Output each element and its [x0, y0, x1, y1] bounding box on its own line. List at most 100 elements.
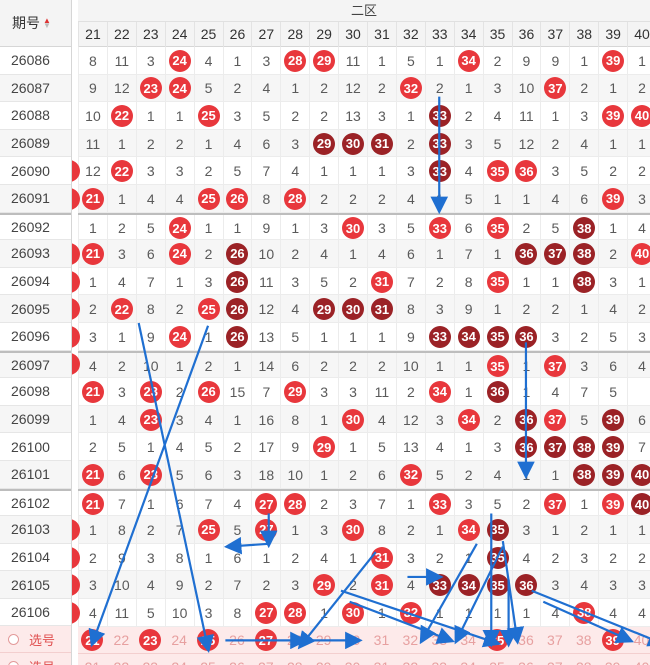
trend-cell: 21 — [78, 490, 107, 519]
number-ball: 36 — [515, 325, 538, 348]
period-header[interactable]: 期号 ▲ ▼ — [0, 0, 71, 47]
select-number-34[interactable]: 34 — [460, 632, 476, 649]
radio-icon[interactable] — [8, 660, 19, 665]
selected-ball[interactable]: 35 — [486, 629, 509, 652]
select-number-32[interactable]: 32 — [396, 654, 425, 665]
period-cell: 26090 — [0, 157, 71, 185]
select-number-40[interactable]: 40 — [627, 654, 650, 665]
number-ball: 30 — [342, 132, 365, 155]
number-ball: 26 — [197, 380, 220, 403]
select-number-40[interactable]: 40 — [633, 632, 650, 649]
select-number-27[interactable]: 27 — [251, 654, 280, 665]
trend-cell: 3 — [78, 323, 107, 351]
table-row: 21 3 6 24 2 26 10 2 4 1 4 6 1 7 1 36 37 38 2 40 — [78, 240, 650, 268]
select-number-21[interactable]: 21 — [78, 654, 107, 665]
select-number-30[interactable]: 30 — [338, 654, 367, 665]
trend-cell: 5 — [482, 129, 512, 158]
trend-cell: 34 — [453, 571, 483, 599]
trend-cell: 11 — [106, 599, 136, 627]
select-number-37[interactable]: 37 — [547, 632, 563, 649]
select-number-38[interactable]: 38 — [569, 654, 598, 665]
select-number-26[interactable]: 26 — [223, 654, 252, 665]
select-number-27[interactable]: 27 — [251, 627, 280, 654]
select-number-36[interactable]: 36 — [512, 654, 541, 665]
select-row-label[interactable]: 选号 — [0, 626, 71, 654]
trend-cell: 40 — [627, 240, 650, 268]
selected-ball[interactable]: 39 — [601, 629, 624, 652]
trend-cell: 35 — [482, 157, 512, 185]
select-number-22[interactable]: 22 — [107, 654, 136, 665]
trend-cell: 3 — [106, 378, 136, 406]
number-ball: 35 — [486, 217, 509, 240]
trend-cell: 2 — [598, 543, 627, 572]
select-number-34[interactable]: 34 — [454, 654, 483, 665]
selected-ball[interactable]: 21 — [81, 629, 104, 652]
sort-icon[interactable]: ▲ ▼ — [43, 16, 51, 30]
trend-cell — [627, 378, 650, 406]
trend-cell: 3 — [453, 129, 483, 158]
trend-cell: 2 — [222, 74, 252, 103]
number-ball: 39 — [602, 436, 625, 459]
number-ball: 40 — [631, 463, 650, 486]
trend-cell: 4 — [280, 157, 309, 185]
radio-icon[interactable] — [8, 633, 19, 645]
column-header-32: 32 — [395, 22, 425, 47]
trend-cell: 7 — [251, 157, 280, 185]
select-number-36[interactable]: 36 — [518, 632, 534, 649]
select-number-37[interactable]: 37 — [540, 654, 569, 665]
select-number-25[interactable]: 25 — [194, 627, 223, 654]
trend-cell: 25 — [193, 185, 223, 213]
column-header-21: 21 — [78, 22, 107, 47]
trend-cell: 1 — [367, 323, 396, 351]
trend-cell: 2 — [193, 240, 223, 268]
select-number-26[interactable]: 26 — [229, 632, 245, 649]
select-number-39[interactable]: 39 — [598, 654, 627, 665]
trend-cell: 3 — [511, 516, 541, 544]
number-ball: 39 — [602, 187, 625, 210]
select-number-39[interactable]: 39 — [598, 627, 627, 654]
trend-cell: 35 — [482, 323, 512, 351]
select-number-28[interactable]: 28 — [286, 632, 303, 649]
select-number-35[interactable]: 35 — [483, 654, 512, 665]
select-number-23[interactable]: 23 — [136, 627, 165, 654]
select-number-30[interactable]: 30 — [344, 632, 361, 649]
select-number-29[interactable]: 29 — [309, 654, 338, 665]
select-number-33[interactable]: 33 — [425, 654, 454, 665]
cropped-ball — [72, 574, 80, 597]
select-number-28[interactable]: 28 — [280, 654, 309, 665]
trend-cell: 36 — [511, 240, 541, 268]
column-header-38: 38 — [569, 22, 598, 47]
trend-cell: 34 — [453, 323, 483, 351]
select-number-31[interactable]: 31 — [373, 632, 390, 649]
select-row-label-2[interactable]: 选号 — [0, 653, 71, 665]
trend-cell: 2 — [424, 267, 454, 296]
select-number-31[interactable]: 31 — [367, 654, 396, 665]
select-number-35[interactable]: 35 — [483, 627, 512, 654]
select-number-22[interactable]: 22 — [113, 632, 130, 649]
selected-ball[interactable]: 23 — [139, 629, 162, 652]
select-number-33[interactable]: 33 — [431, 632, 448, 649]
select-number-29[interactable]: 29 — [315, 632, 332, 649]
trend-cell: 1 — [540, 267, 569, 296]
trend-cell: 36 — [511, 323, 541, 351]
number-ball: 34 — [428, 380, 451, 403]
select-number-32[interactable]: 32 — [402, 632, 419, 649]
number-ball: 23 — [139, 463, 162, 486]
number-ball: 24 — [168, 242, 191, 265]
select-number-38[interactable]: 38 — [575, 632, 592, 649]
select-number-24[interactable]: 24 — [171, 632, 187, 649]
select-number-23[interactable]: 23 — [136, 654, 165, 665]
select-number-25[interactable]: 25 — [194, 654, 223, 665]
trend-cell: 8 — [106, 516, 136, 544]
select-number-21[interactable]: 21 — [78, 627, 107, 654]
selected-ball[interactable]: 27 — [254, 629, 277, 652]
trend-cell: 3 — [540, 571, 569, 599]
trend-cell: 30 — [338, 405, 367, 434]
trend-cell: 30 — [338, 129, 367, 158]
trend-cell: 33 — [424, 129, 454, 158]
select-number-24[interactable]: 24 — [165, 654, 194, 665]
number-ball: 24 — [168, 77, 191, 100]
selected-ball[interactable]: 25 — [197, 629, 220, 652]
trend-cell: 38 — [569, 240, 598, 268]
trend-cell: 33 — [424, 571, 454, 599]
